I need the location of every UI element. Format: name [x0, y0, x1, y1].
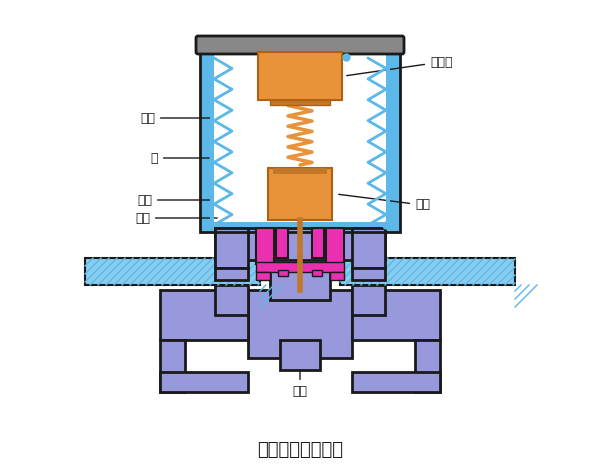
Bar: [215, 228, 248, 268]
Text: 主阀: 主阀: [137, 193, 212, 206]
Bar: [312, 270, 322, 276]
Bar: [200, 40, 400, 232]
FancyBboxPatch shape: [196, 36, 404, 54]
Text: 直接联系式电磁阀: 直接联系式电磁阀: [257, 441, 343, 459]
Text: 罩: 罩: [151, 151, 209, 164]
Bar: [256, 272, 270, 280]
Bar: [268, 168, 332, 220]
Bar: [270, 270, 330, 300]
Bar: [326, 228, 344, 264]
Bar: [415, 340, 440, 392]
Bar: [352, 372, 440, 392]
Bar: [85, 258, 260, 285]
Bar: [258, 52, 342, 100]
Bar: [256, 228, 274, 264]
Bar: [200, 40, 400, 232]
Bar: [278, 270, 288, 276]
Bar: [386, 50, 390, 222]
Text: 导阀: 导阀: [293, 358, 308, 398]
Bar: [215, 268, 248, 280]
Bar: [215, 228, 385, 260]
Bar: [352, 285, 385, 315]
Text: 阀杆: 阀杆: [339, 194, 430, 212]
Bar: [160, 340, 185, 392]
Bar: [215, 285, 248, 315]
Bar: [280, 340, 320, 370]
Bar: [273, 168, 327, 174]
Bar: [352, 268, 385, 280]
Bar: [312, 228, 324, 258]
Bar: [352, 228, 385, 268]
Bar: [256, 262, 344, 272]
Text: 定铁心: 定铁心: [347, 55, 452, 75]
Text: 小孔: 小孔: [135, 212, 217, 225]
Bar: [330, 272, 344, 280]
Bar: [210, 50, 214, 222]
Bar: [160, 372, 248, 392]
Bar: [340, 258, 515, 285]
Bar: [276, 228, 288, 258]
Bar: [210, 50, 390, 222]
Bar: [270, 100, 330, 105]
Bar: [352, 290, 440, 340]
Bar: [160, 290, 248, 340]
Bar: [248, 290, 352, 358]
Text: 线圈: 线圈: [140, 111, 212, 124]
